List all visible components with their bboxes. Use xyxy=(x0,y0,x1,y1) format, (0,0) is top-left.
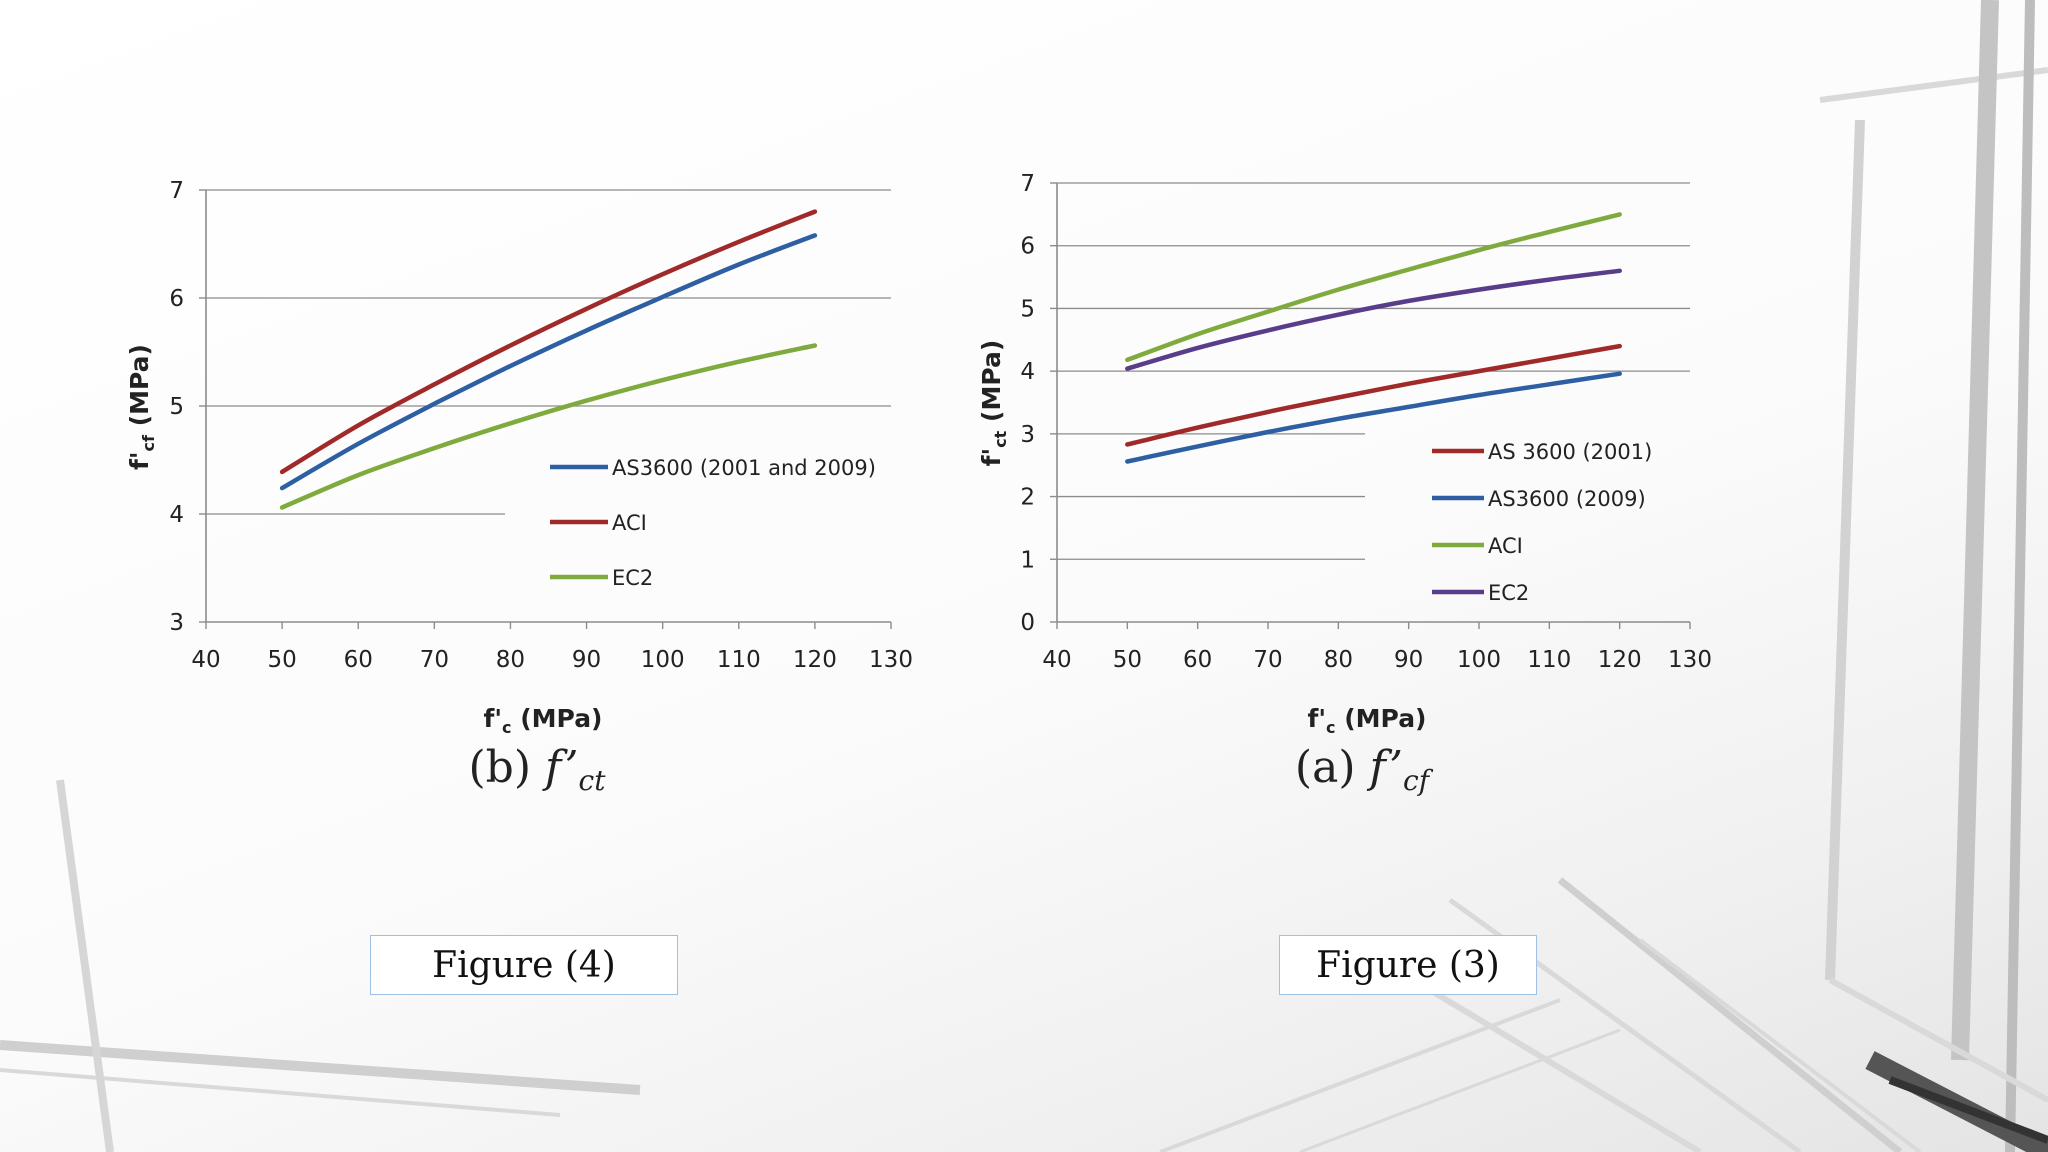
legend-label: ACI xyxy=(612,511,647,535)
y-tick-label: 4 xyxy=(1020,359,1035,385)
legend-label: AS3600 (2001 and 2009) xyxy=(612,456,876,480)
gridlines xyxy=(206,189,891,515)
series-line xyxy=(1125,343,1622,447)
legend: AS 3600 (2001) AS3600 (2009) ACI EC2 xyxy=(1432,440,1652,605)
series-lines xyxy=(279,209,818,510)
x-tick-label: 110 xyxy=(1527,647,1571,673)
y-tick-label: 5 xyxy=(169,394,184,420)
x-tick-label: 100 xyxy=(1457,647,1501,673)
axes xyxy=(1050,182,1691,629)
x-tick-label: 130 xyxy=(869,647,913,673)
series-line xyxy=(279,209,818,475)
y-tick-label: 5 xyxy=(1020,296,1035,322)
tick-labels: 40 50 60 70 80 90 100 110 120 130 3 4 5 6 7 xyxy=(169,178,913,673)
x-tick-label: 120 xyxy=(793,647,837,673)
legend-label: EC2 xyxy=(612,566,653,590)
y-tick-label: 7 xyxy=(1020,171,1035,197)
chart-caption: (a) f’cf xyxy=(1295,742,1434,797)
chart-figure-b: 40 50 60 70 80 90 100 110 120 130 3 4 5 6 7 AS3600 (20… xyxy=(125,178,913,797)
y-tick-label: 2 xyxy=(1020,485,1035,511)
legend-label: AS3600 (2009) xyxy=(1488,487,1646,511)
x-axis-title: f'c (MPa) xyxy=(484,704,603,737)
chart-caption: (b) f’ct xyxy=(469,742,607,797)
y-tick-label: 6 xyxy=(169,286,184,312)
x-tick-label: 40 xyxy=(1042,647,1071,673)
x-tick-label: 90 xyxy=(572,647,601,673)
series-line xyxy=(279,233,818,491)
axes xyxy=(199,189,892,629)
y-tick-label: 6 xyxy=(1020,234,1035,260)
legend-label: ACI xyxy=(1488,534,1523,558)
figure-4-label: Figure (4) xyxy=(370,935,678,995)
legend-label: EC2 xyxy=(1488,581,1529,605)
series-line xyxy=(1125,268,1622,371)
x-tick-label: 120 xyxy=(1598,647,1642,673)
x-tick-label: 70 xyxy=(420,647,449,673)
y-tick-label: 1 xyxy=(1020,547,1035,573)
y-tick-label: 4 xyxy=(169,502,184,528)
x-tick-label: 60 xyxy=(344,647,373,673)
x-tick-label: 100 xyxy=(641,647,685,673)
series-line xyxy=(279,343,818,510)
x-tick-label: 50 xyxy=(267,647,296,673)
x-axis-title: f'c (MPa) xyxy=(1308,704,1427,737)
chart-figure-a: 40 50 60 70 80 90 100 110 120 130 0 1 2 3 4 5 6 7 AS 3600… xyxy=(977,171,1712,797)
y-axis-title: f'ct (MPa) xyxy=(977,340,1010,467)
x-tick-label: 80 xyxy=(1324,647,1353,673)
x-tick-label: 50 xyxy=(1113,647,1142,673)
x-tick-label: 130 xyxy=(1668,647,1712,673)
y-axis-title: f'cf (MPa) xyxy=(125,344,158,470)
x-tick-label: 60 xyxy=(1183,647,1212,673)
y-tick-label: 7 xyxy=(169,178,184,204)
figure-3-label: Figure (3) xyxy=(1279,935,1537,995)
y-tick-label: 3 xyxy=(1020,422,1035,448)
x-tick-label: 70 xyxy=(1253,647,1282,673)
legend-label: AS 3600 (2001) xyxy=(1488,440,1652,464)
legend: AS3600 (2001 and 2009) ACI EC2 xyxy=(550,456,876,590)
y-tick-label: 3 xyxy=(169,610,184,636)
x-tick-label: 90 xyxy=(1394,647,1423,673)
x-tick-label: 80 xyxy=(496,647,525,673)
series-line xyxy=(1125,371,1622,464)
x-tick-label: 110 xyxy=(717,647,761,673)
series-lines xyxy=(1125,212,1622,464)
series-line xyxy=(1125,212,1622,363)
tick-labels: 40 50 60 70 80 90 100 110 120 130 0 1 2 3 4 5 6 7 xyxy=(1020,171,1712,673)
x-tick-label: 40 xyxy=(191,647,220,673)
y-tick-label: 0 xyxy=(1020,610,1035,636)
